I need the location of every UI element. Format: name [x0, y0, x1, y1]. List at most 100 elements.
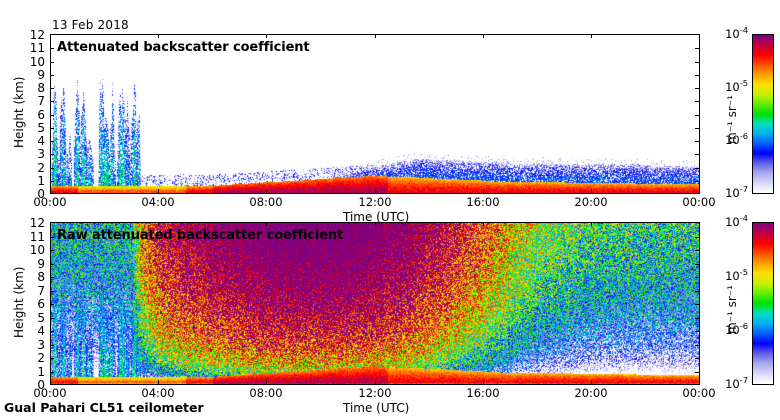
y-tick-right-1-1 — [695, 372, 699, 373]
y-tick-right-1-10 — [695, 250, 699, 251]
y-tick-right-1-11 — [695, 237, 699, 238]
y-tick-label-0-12: 12 — [29, 28, 45, 42]
x-tick-label-1-3: 12:00 — [358, 386, 392, 400]
x-tick-label-0-4: 16:00 — [466, 195, 500, 209]
x-tick-0-5 — [591, 189, 592, 193]
y-tick-0-6 — [50, 115, 54, 116]
attenuated-backscatter-heatmap — [51, 35, 699, 193]
y-tick-label-1-8: 8 — [37, 270, 45, 284]
panel-title-raw: Raw attenuated backscatter coefficient — [57, 228, 344, 243]
date-label: 13 Feb 2018 — [52, 18, 129, 32]
y-tick-label-0-11: 11 — [29, 41, 45, 55]
x-tick-label-1-1: 04:00 — [141, 386, 175, 400]
x-tick-1-1 — [158, 380, 159, 384]
y-tick-1-11 — [50, 237, 54, 238]
x-tick-0-1 — [158, 189, 159, 193]
y-tick-label-0-9: 9 — [37, 68, 45, 82]
colorbar-tick-label-1-0: 10-4 — [725, 213, 748, 229]
x-tick-1-4 — [483, 380, 484, 384]
x-tick-top-1-5 — [591, 222, 592, 226]
x-tick-label-0-3: 12:00 — [358, 195, 392, 209]
panel-title-attenuated: Attenuated backscatter coefficient — [57, 40, 310, 55]
y-tick-1-5 — [50, 318, 54, 319]
x-tick-top-1-4 — [483, 222, 484, 226]
y-tick-right-0-6 — [695, 115, 699, 116]
y-tick-right-0-3 — [695, 154, 699, 155]
x-tick-top-1-1 — [158, 222, 159, 226]
y-tick-1-2 — [50, 358, 54, 359]
x-tick-top-0-3 — [375, 34, 376, 38]
colorbar-bottom — [752, 222, 774, 385]
y-tick-0-9 — [50, 75, 54, 76]
y-tick-right-1-7 — [695, 291, 699, 292]
x-tick-label-0-6: 00:00 — [682, 195, 716, 209]
y-tick-right-0-5 — [695, 128, 699, 129]
colorbar-tick-label-0-0: 10-4 — [725, 25, 748, 41]
x-tick-0-3 — [375, 189, 376, 193]
y-tick-label-1-2: 2 — [37, 351, 45, 365]
y-tick-0-7 — [50, 101, 54, 102]
y-tick-label-1-0: 0 — [37, 378, 45, 392]
y-tick-right-1-2 — [695, 358, 699, 359]
x-tick-top-1-3 — [375, 222, 376, 226]
y-tick-right-0-2 — [695, 168, 699, 169]
y-tick-0-1 — [50, 181, 54, 182]
y-tick-1-10 — [50, 250, 54, 251]
y-tick-right-1-8 — [695, 277, 699, 278]
y-tick-0-10 — [50, 62, 54, 63]
y-tick-1-7 — [50, 291, 54, 292]
y-tick-label-0-8: 8 — [37, 81, 45, 95]
y-tick-right-1-4 — [695, 331, 699, 332]
y-tick-right-0-4 — [695, 141, 699, 142]
y-tick-label-1-12: 12 — [29, 216, 45, 230]
x-tick-label-1-2: 08:00 — [249, 386, 283, 400]
x-tick-label-1-5: 20:00 — [574, 386, 608, 400]
x-axis-label-bottom: Time (UTC) — [343, 401, 410, 415]
y-axis-label-top: Height (km) — [12, 76, 26, 148]
x-tick-1-3 — [375, 380, 376, 384]
y-tick-right-0-7 — [695, 101, 699, 102]
x-tick-0-2 — [266, 189, 267, 193]
footer-station-label: Gual Pahari CL51 ceilometer — [4, 400, 204, 415]
y-tick-0-11 — [50, 48, 54, 49]
y-tick-0-4 — [50, 141, 54, 142]
y-tick-label-0-7: 7 — [37, 94, 45, 108]
y-tick-label-1-9: 9 — [37, 257, 45, 271]
y-tick-label-1-3: 3 — [37, 338, 45, 352]
y-tick-right-1-5 — [695, 318, 699, 319]
y-tick-right-0-1 — [695, 181, 699, 182]
y-tick-right-0-11 — [695, 48, 699, 49]
x-tick-label-1-4: 16:00 — [466, 386, 500, 400]
y-tick-1-1 — [50, 372, 54, 373]
x-tick-label-0-1: 04:00 — [141, 195, 175, 209]
x-tick-label-0-5: 20:00 — [574, 195, 608, 209]
y-tick-label-0-1: 1 — [37, 174, 45, 188]
y-tick-label-0-5: 5 — [37, 121, 45, 135]
x-tick-top-1-2 — [266, 222, 267, 226]
y-tick-label-1-10: 10 — [29, 243, 45, 257]
colorbar-tick-label-0-1: 10-5 — [725, 78, 748, 94]
x-tick-label-0-0: 00:00 — [33, 195, 67, 209]
y-tick-label-0-10: 10 — [29, 55, 45, 69]
y-tick-label-0-2: 2 — [37, 161, 45, 175]
y-tick-0-8 — [50, 88, 54, 89]
y-tick-1-8 — [50, 277, 54, 278]
y-tick-label-0-6: 6 — [37, 108, 45, 122]
y-tick-right-0-10 — [695, 62, 699, 63]
raw-attenuated-backscatter-heatmap — [51, 223, 699, 384]
panel-attenuated-backscatter — [50, 34, 700, 194]
y-tick-label-1-11: 11 — [29, 230, 45, 244]
y-tick-0-5 — [50, 128, 54, 129]
x-tick-top-0-5 — [591, 34, 592, 38]
y-axis-label-bottom: Height (km) — [12, 266, 26, 338]
y-tick-label-1-6: 6 — [37, 297, 45, 311]
x-tick-label-0-2: 08:00 — [249, 195, 283, 209]
y-tick-label-0-3: 3 — [37, 147, 45, 161]
y-tick-0-3 — [50, 154, 54, 155]
y-tick-label-1-1: 1 — [37, 365, 45, 379]
y-tick-0-2 — [50, 168, 54, 169]
y-tick-1-6 — [50, 304, 54, 305]
y-tick-right-1-6 — [695, 304, 699, 305]
y-tick-label-1-4: 4 — [37, 324, 45, 338]
x-axis-label-top: Time (UTC) — [343, 210, 410, 224]
